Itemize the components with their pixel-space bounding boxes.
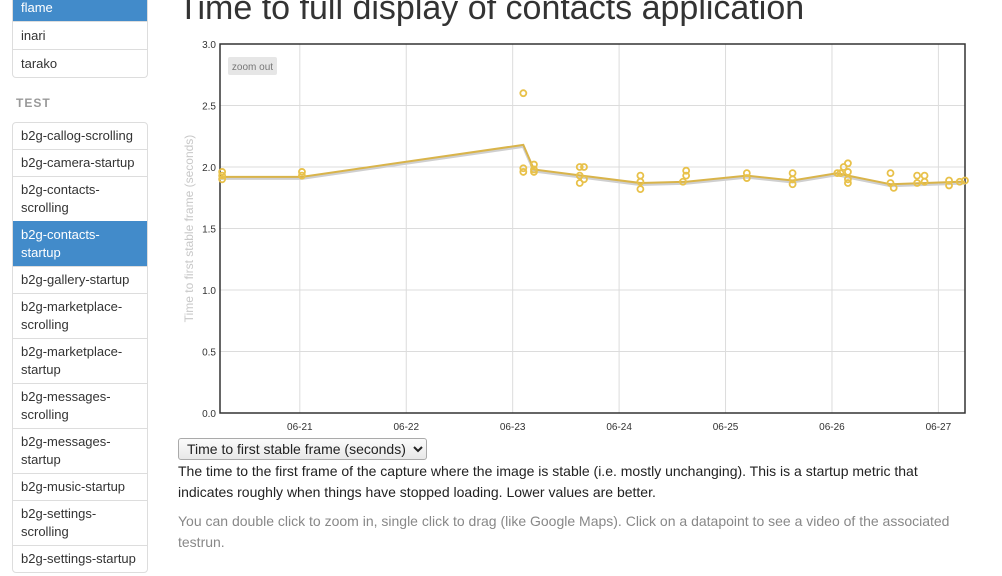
data-point[interactable] bbox=[530, 160, 538, 169]
test-item-b2g-music-startup[interactable]: b2g-music-startup bbox=[13, 473, 147, 500]
test-nav: b2g-callog-scrolling b2g-camera-startup b2… bbox=[12, 122, 148, 573]
y-tick-label: 1.0 bbox=[202, 286, 216, 297]
data-point[interactable] bbox=[298, 171, 306, 180]
y-tick-label: 1.5 bbox=[202, 225, 216, 236]
plot-border bbox=[219, 43, 966, 414]
data-point[interactable] bbox=[636, 185, 645, 194]
data-point[interactable] bbox=[844, 175, 852, 184]
y-tick-label: 3.0 bbox=[202, 40, 216, 51]
device-item-flame[interactable]: flame bbox=[13, 0, 147, 21]
test-item-b2g-contacts-scrolling[interactable]: b2g-contacts-scrolling bbox=[13, 176, 147, 221]
x-tick-label: 06-22 bbox=[393, 422, 419, 433]
test-item-b2g-callog-scrolling[interactable]: b2g-callog-scrolling bbox=[21, 128, 133, 143]
test-item-b2g-marketplace-scrolling[interactable]: b2g-marketplace-scrolling bbox=[13, 293, 147, 338]
data-point[interactable] bbox=[945, 176, 953, 185]
data-point[interactable] bbox=[961, 176, 969, 185]
data-point[interactable] bbox=[218, 175, 227, 184]
chart[interactable]: 0.0 0.5 1.0 1.5 2.0 2.5 3.0 06-21 06-22 06-23 06-2… bbox=[178, 36, 988, 436]
data-point[interactable] bbox=[844, 179, 852, 187]
test-item-b2g-settings-scrolling[interactable]: b2g-settings-scrolling bbox=[13, 500, 147, 545]
data-point[interactable] bbox=[218, 171, 227, 180]
data-point[interactable] bbox=[682, 171, 691, 180]
test-item-b2g-gallery-startup[interactable]: b2g-gallery-startup bbox=[13, 266, 147, 293]
x-tick-label: 06-27 bbox=[926, 422, 952, 433]
zoom-out-button[interactable]: zoom out bbox=[228, 57, 277, 75]
help-text: You can double click to zoom in, single … bbox=[178, 513, 950, 550]
metric-description: The time to the first frame of the captu… bbox=[178, 463, 918, 500]
data-point[interactable] bbox=[833, 169, 842, 178]
data-point[interactable] bbox=[218, 168, 227, 176]
data-point[interactable] bbox=[636, 177, 645, 186]
device-item-inari[interactable]: inari bbox=[13, 21, 147, 49]
device-nav: flame inari tarako bbox=[12, 0, 148, 78]
data-point[interactable] bbox=[580, 163, 588, 171]
x-tick-label: 06-25 bbox=[713, 422, 739, 433]
test-item-b2g-settings-startup[interactable]: b2g-settings-startup bbox=[13, 545, 147, 572]
data-point[interactable] bbox=[913, 171, 922, 180]
test-item-b2g-contacts-startup[interactable]: b2g-contacts-startup bbox=[13, 221, 147, 266]
data-point[interactable] bbox=[889, 184, 898, 192]
x-tick-label: 06-23 bbox=[500, 422, 526, 433]
x-tick-label: 06-24 bbox=[606, 422, 632, 433]
data-point[interactable] bbox=[575, 163, 584, 171]
data-point[interactable] bbox=[945, 181, 953, 190]
data-point[interactable] bbox=[844, 168, 852, 176]
test-item-b2g-messages-startup[interactable]: b2g-messages-startup bbox=[13, 428, 147, 473]
metric-select[interactable]: Time to first stable frame (seconds) bbox=[178, 438, 427, 460]
y-axis-label: Time to first stable frame (seconds) bbox=[182, 135, 196, 323]
test-item-b2g-camera-startup[interactable]: b2g-camera-startup bbox=[13, 149, 147, 176]
data-point[interactable] bbox=[788, 180, 797, 189]
y-tick-label: 0.5 bbox=[202, 348, 216, 359]
data-point[interactable] bbox=[575, 179, 584, 187]
data-point[interactable] bbox=[844, 159, 852, 168]
data-point[interactable] bbox=[788, 175, 797, 184]
data-point[interactable] bbox=[836, 169, 845, 178]
page-title: Time to full display of contacts applica… bbox=[178, 0, 805, 27]
x-tick-label: 06-26 bbox=[819, 422, 845, 433]
zoom-out-label: zoom out bbox=[232, 62, 273, 73]
section-title-test: TEST bbox=[16, 96, 51, 110]
data-point[interactable] bbox=[742, 169, 751, 178]
test-item-b2g-marketplace-startup[interactable]: b2g-marketplace-startup bbox=[13, 338, 147, 383]
test-item-b2g-messages-scrolling[interactable]: b2g-messages-scrolling bbox=[13, 383, 147, 428]
data-point[interactable] bbox=[913, 179, 922, 187]
data-point[interactable] bbox=[530, 168, 538, 176]
data-point[interactable] bbox=[920, 177, 929, 186]
zoom-out-bg bbox=[228, 57, 277, 75]
data-point[interactable] bbox=[519, 164, 528, 173]
data-point[interactable] bbox=[886, 169, 895, 178]
data-point[interactable] bbox=[679, 177, 687, 186]
mean-line bbox=[220, 143, 965, 186]
data-point[interactable] bbox=[682, 166, 691, 175]
y-tick-label: 2.5 bbox=[202, 102, 216, 113]
data-point[interactable] bbox=[519, 89, 528, 98]
data-point[interactable] bbox=[519, 168, 528, 176]
data-point[interactable] bbox=[742, 174, 751, 182]
y-tick-label: 2.0 bbox=[202, 163, 216, 174]
y-tick-label: 0.0 bbox=[202, 409, 216, 420]
device-item-tarako[interactable]: tarako bbox=[13, 49, 147, 77]
data-point[interactable] bbox=[298, 168, 306, 176]
x-tick-label: 06-21 bbox=[287, 422, 313, 433]
